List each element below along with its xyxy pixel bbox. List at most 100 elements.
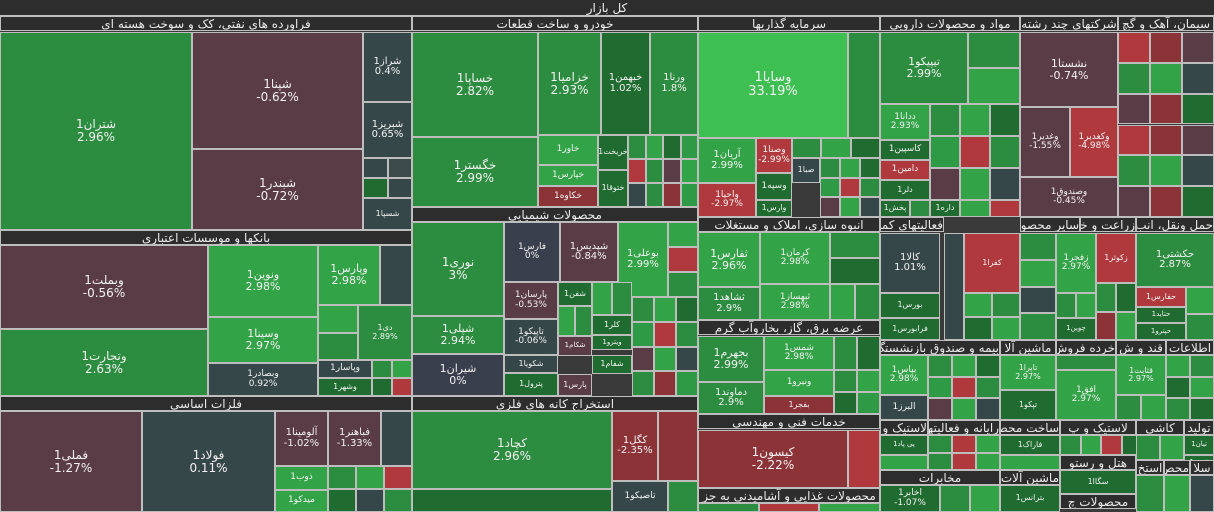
treemap-tile[interactable] [628, 159, 646, 183]
treemap-tile[interactable]: کگل1 -2.35% [612, 411, 658, 481]
treemap-tile[interactable] [676, 297, 698, 322]
treemap-tile[interactable] [328, 489, 356, 512]
treemap-tile[interactable] [1150, 93, 1182, 125]
treemap-tile[interactable] [1150, 62, 1182, 94]
treemap-tile[interactable] [964, 293, 992, 317]
treemap-tile[interactable] [372, 378, 392, 396]
treemap-tile[interactable]: ثبهساز1 2.98% [760, 284, 830, 320]
treemap-tile[interactable]: ذوب1 [275, 466, 328, 490]
treemap-tile[interactable] [952, 398, 976, 420]
treemap-tile[interactable] [663, 135, 681, 159]
treemap-tile[interactable]: کرمان1 2.98% [760, 232, 830, 284]
treemap-tile[interactable] [392, 360, 412, 378]
treemap-tile[interactable] [1190, 376, 1214, 399]
treemap-tile[interactable]: وپاسار1 [318, 360, 372, 378]
treemap-tile[interactable] [1118, 62, 1150, 94]
treemap-tile[interactable] [940, 485, 970, 512]
treemap-tile[interactable]: آریان1 2.99% [698, 138, 756, 183]
treemap-tile[interactable]: حکشتی1 2.87% [1136, 233, 1214, 287]
treemap-tile[interactable] [992, 316, 1020, 340]
treemap-tile[interactable] [632, 321, 654, 347]
treemap-tile[interactable]: حتاید1 [1136, 307, 1186, 323]
treemap-tile[interactable] [384, 466, 412, 489]
treemap-tile[interactable]: تاپیکو1 -0.06% [504, 319, 558, 355]
treemap-tile[interactable] [676, 321, 698, 347]
treemap-tile[interactable]: تیپیکو1 2.99% [880, 32, 968, 104]
treemap-tile[interactable] [384, 489, 412, 512]
treemap-tile[interactable] [1096, 311, 1116, 340]
treemap-tile[interactable]: شراز1 0.4% [363, 32, 412, 102]
treemap-tile[interactable] [834, 336, 857, 370]
treemap-tile[interactable] [654, 297, 676, 322]
treemap-tile[interactable] [860, 197, 880, 217]
treemap-tile[interactable] [930, 168, 960, 200]
treemap-tile[interactable]: اخابر1 -1.07% [880, 485, 940, 512]
treemap-tile[interactable]: حپترو1 [1136, 323, 1186, 340]
treemap-tile[interactable] [830, 284, 855, 320]
treemap-tile[interactable] [392, 378, 412, 396]
treemap-tile[interactable]: وبصادر1 0.92% [208, 363, 318, 396]
treemap-tile[interactable] [658, 411, 698, 481]
treemap-tile[interactable] [1118, 155, 1150, 187]
treemap-tile[interactable] [848, 430, 880, 488]
treemap-tile[interactable] [1080, 435, 1102, 455]
treemap-tile[interactable] [855, 284, 880, 320]
treemap-tile[interactable] [1164, 475, 1190, 512]
treemap-tile[interactable]: وبملت1 -0.56% [0, 245, 208, 329]
treemap-tile[interactable] [1076, 293, 1096, 318]
treemap-tile[interactable] [992, 293, 1020, 317]
treemap-tile[interactable] [928, 376, 952, 399]
treemap-tile[interactable] [860, 177, 880, 198]
treemap-tile[interactable] [1182, 155, 1214, 187]
treemap-tile[interactable] [676, 346, 698, 372]
treemap-tile[interactable] [645, 159, 663, 183]
treemap-tile[interactable] [1118, 32, 1150, 63]
treemap-tile[interactable]: پخش1 [880, 200, 910, 217]
treemap-tile[interactable] [960, 104, 990, 136]
treemap-tile[interactable] [356, 466, 384, 489]
treemap-tile[interactable]: خکاوه1 [538, 186, 598, 207]
treemap-tile[interactable]: بفجر1 [764, 396, 834, 414]
treemap-tile[interactable] [952, 355, 976, 377]
treemap-tile[interactable]: شفام1 [592, 355, 632, 374]
treemap-tile[interactable]: بپاس1 2.98% [880, 355, 928, 395]
treemap-tile[interactable]: چوین1 [1056, 318, 1096, 340]
treemap-tile[interactable]: خساپا1 2.82% [412, 32, 538, 137]
treemap-tile[interactable]: ونوین1 2.98% [208, 245, 318, 317]
treemap-tile[interactable]: بجهرم1 2.99% [698, 336, 764, 382]
treemap-tile[interactable] [381, 411, 412, 466]
treemap-tile[interactable]: بورس1 [880, 293, 940, 318]
treemap-tile[interactable] [645, 183, 663, 207]
treemap-tile[interactable] [612, 282, 632, 315]
treemap-tile[interactable] [1182, 186, 1214, 217]
treemap-tile[interactable] [819, 503, 880, 512]
treemap-tile[interactable] [412, 489, 612, 512]
treemap-tile[interactable] [944, 233, 964, 340]
treemap-tile[interactable] [632, 346, 654, 372]
treemap-tile[interactable]: دلر1 [880, 180, 930, 200]
treemap-tile[interactable] [834, 392, 857, 414]
treemap-tile[interactable] [1150, 155, 1182, 187]
treemap-tile[interactable]: پی پاد1 [880, 435, 928, 455]
treemap-tile[interactable] [356, 489, 384, 512]
treemap-tile[interactable] [387, 178, 412, 198]
treemap-tile[interactable] [990, 200, 1020, 217]
treemap-tile[interactable]: کالا1 1.01% [880, 233, 940, 293]
treemap-tile[interactable] [1166, 355, 1190, 377]
treemap-tile[interactable] [363, 158, 388, 178]
treemap-tile[interactable] [976, 376, 1000, 399]
treemap-tile[interactable] [976, 435, 1000, 453]
treemap-tile[interactable]: وصندوق1 -0.45% [1020, 177, 1118, 217]
treemap-tile[interactable]: شمس1 2.98% [764, 336, 834, 370]
treemap-tile[interactable] [575, 306, 592, 336]
treemap-tile[interactable] [1186, 287, 1214, 314]
treemap-tile[interactable]: قثابت1 2.97% [1116, 355, 1166, 395]
treemap-tile[interactable]: شپدیس1 -0.84% [560, 222, 618, 282]
treemap-tile[interactable] [830, 258, 880, 284]
treemap-tile[interactable] [668, 272, 698, 297]
treemap-tile[interactable] [1160, 435, 1184, 460]
treemap-tile[interactable] [964, 316, 992, 340]
treemap-tile[interactable] [363, 178, 388, 198]
treemap-tile[interactable] [848, 32, 880, 138]
treemap-tile[interactable] [792, 138, 822, 158]
